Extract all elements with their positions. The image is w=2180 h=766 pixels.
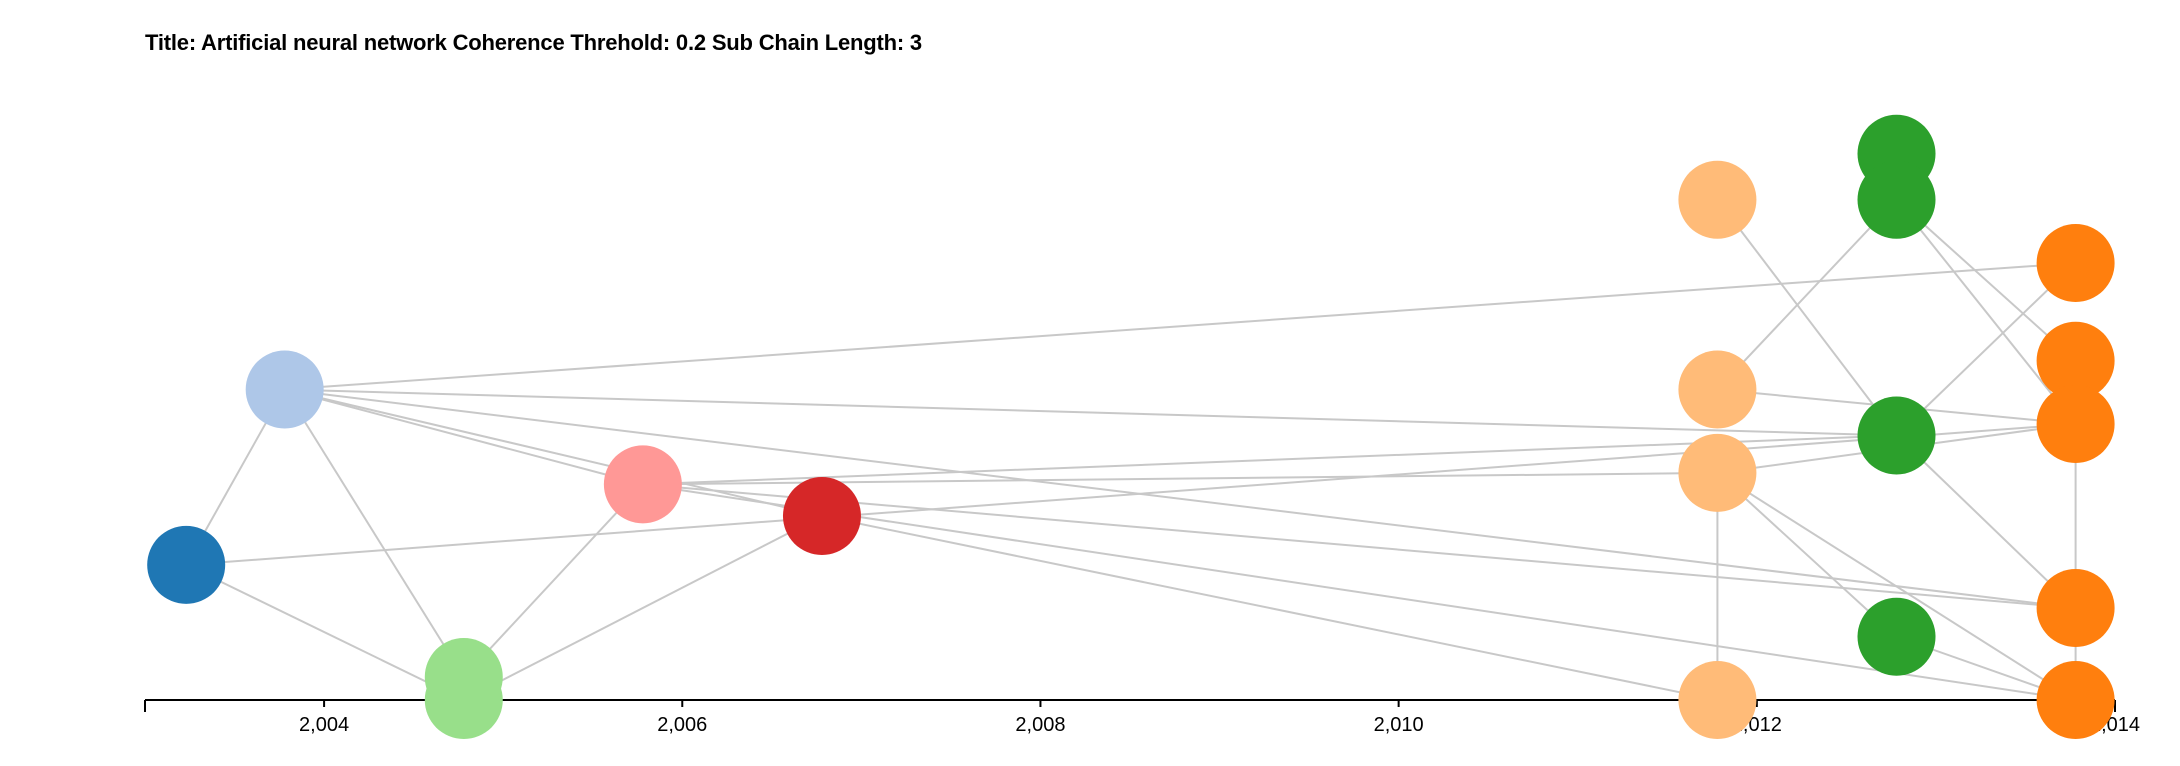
x-tick-label-2006: 2,006 — [657, 714, 707, 736]
edge-n2-n6 — [284, 388, 823, 517]
node-n7[interactable] — [1678, 160, 1757, 239]
edge-n12-n16 — [1895, 199, 2077, 362]
node-n14[interactable] — [1857, 597, 1936, 676]
edge-n9-n19 — [1716, 472, 2077, 701]
node-n10[interactable] — [1678, 661, 1757, 739]
node-n9[interactable] — [1678, 433, 1757, 512]
node-n5[interactable] — [603, 445, 682, 524]
node-n4[interactable] — [424, 661, 503, 739]
x-tick-label-2004: 2,004 — [299, 714, 349, 736]
edges-layer — [185, 199, 2077, 701]
x-axis: 2,004 2,006 2,008 2,010 2,012 2,014 — [144, 699, 2140, 736]
x-tick-label-2010: 2,010 — [1374, 714, 1424, 736]
edge-n6-n10 — [821, 515, 1718, 701]
edge-n4-n6 — [463, 515, 823, 701]
edge-n5-n18 — [642, 483, 2076, 609]
node-n2[interactable] — [245, 350, 324, 429]
node-n1[interactable] — [147, 525, 226, 604]
edge-n5-n19 — [642, 483, 2076, 701]
edge-n13-n18 — [1895, 434, 2077, 609]
edge-n2-n18 — [284, 388, 2076, 609]
edge-n1-n17 — [186, 423, 2076, 566]
edge-n8-n12 — [1716, 199, 1898, 391]
edge-n9-n14 — [1716, 472, 1898, 638]
edge-n12-n17 — [1895, 199, 2077, 425]
edge-n2-n3 — [283, 388, 465, 678]
node-n18[interactable] — [2036, 569, 2115, 647]
edge-n2-n15 — [284, 262, 2076, 391]
node-n8[interactable] — [1678, 350, 1757, 429]
node-n15[interactable] — [2036, 224, 2115, 302]
edge-n3-n5 — [463, 483, 644, 678]
edge-n13-n15 — [1895, 262, 2077, 437]
node-n12[interactable] — [1857, 160, 1936, 239]
edge-n5-n13 — [642, 434, 1897, 486]
edge-n2-n13 — [284, 388, 1897, 437]
node-n19[interactable] — [2036, 661, 2115, 739]
node-n13[interactable] — [1857, 396, 1936, 475]
edge-n2-n5 — [284, 388, 644, 486]
edge-n7-n13 — [1716, 199, 1898, 437]
page-title: Title: Artificial neural network Coheren… — [145, 30, 922, 55]
node-n17[interactable] — [2036, 385, 2115, 463]
x-tick-label-2008: 2,008 — [1015, 714, 1065, 736]
nodes-layer — [147, 114, 2115, 739]
node-n16[interactable] — [2036, 321, 2115, 400]
node-n6[interactable] — [782, 477, 861, 555]
edge-n1-n4 — [185, 563, 465, 701]
